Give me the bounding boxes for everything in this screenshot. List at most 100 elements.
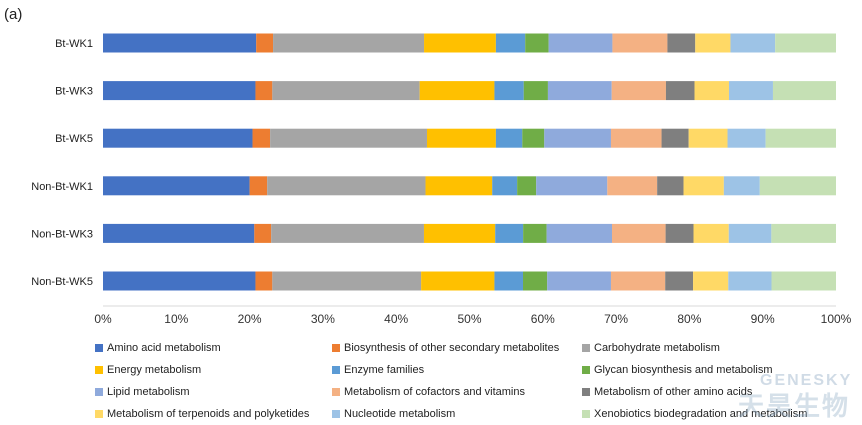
- bar-segment-non-bt-wk5-4: [494, 271, 524, 291]
- legend-item: Energy metabolism: [95, 364, 201, 376]
- y-tick-label: Bt-WK3: [55, 86, 93, 98]
- bar-segment-non-bt-wk5-0: [103, 271, 256, 291]
- bar-segment-bt-wk1-11: [775, 33, 836, 53]
- legend-label: Metabolism of other amino acids: [594, 386, 753, 398]
- y-tick-label: Bt-WK5: [55, 133, 93, 145]
- bar-segment-non-bt-wk1-5: [517, 176, 537, 196]
- bars-layer: [103, 33, 836, 291]
- legend-item: Glycan biosynthesis and metabolism: [582, 364, 773, 376]
- x-tick-label: 20%: [238, 312, 262, 326]
- bar-segment-non-bt-wk5-8: [665, 271, 694, 291]
- y-tick-label: Non-Bt-WK1: [31, 181, 93, 193]
- bar-segment-bt-wk3-10: [728, 81, 773, 101]
- bar-segment-non-bt-wk1-7: [607, 176, 658, 196]
- watermark-brand-cn: 天昊生物: [738, 391, 851, 421]
- bar-segment-non-bt-wk5-9: [693, 271, 729, 291]
- legend-label: Nucleotide metabolism: [344, 408, 456, 420]
- bar-segment-non-bt-wk1-11: [759, 176, 836, 196]
- bar-segment-non-bt-wk5-1: [255, 271, 273, 291]
- y-tick-label: Bt-WK1: [55, 38, 93, 50]
- bar-segment-bt-wk1-2: [273, 33, 425, 53]
- bar-segment-non-bt-wk1-2: [267, 176, 426, 196]
- bar-segment-non-bt-wk5-2: [272, 271, 422, 291]
- legend-swatch: [582, 388, 590, 396]
- legend-item: Xenobiotics biodegradation and metabolis…: [582, 408, 807, 420]
- bar-segment-non-bt-wk3-8: [665, 223, 694, 243]
- legend-item: Biosynthesis of other secondary metaboli…: [332, 342, 559, 354]
- bar-segment-bt-wk3-1: [255, 81, 273, 101]
- legend-label: Biosynthesis of other secondary metaboli…: [344, 342, 560, 354]
- bar-segment-non-bt-wk1-6: [536, 176, 608, 196]
- bar-segment-non-bt-wk5-11: [771, 271, 836, 291]
- legend-swatch: [582, 344, 590, 352]
- y-axis-labels: Bt-WK1 Bt-WK3 Bt-WK5 Non-Bt-WK1 Non-Bt-WK3 No…: [31, 38, 93, 288]
- bar-segment-non-bt-wk3-10: [728, 223, 772, 243]
- x-tick-label: 30%: [311, 312, 335, 326]
- bar-segment-non-bt-wk1-3: [425, 176, 493, 196]
- legend-swatch: [95, 344, 103, 352]
- bar-segment-non-bt-wk3-2: [271, 223, 424, 243]
- x-tick-label: 80%: [677, 312, 701, 326]
- bar-segment-non-bt-wk3-6: [546, 223, 612, 243]
- bar-segment-bt-wk5-6: [544, 128, 611, 148]
- bar-segment-non-bt-wk1-1: [249, 176, 268, 196]
- bar-segment-non-bt-wk3-11: [771, 223, 836, 243]
- bar-segment-non-bt-wk1-9: [683, 176, 724, 196]
- x-tick-label: 70%: [604, 312, 628, 326]
- bar-segment-bt-wk3-11: [772, 81, 836, 101]
- bar-segment-non-bt-wk3-3: [423, 223, 496, 243]
- legend-label: Lipid metabolism: [107, 386, 190, 398]
- bar-segment-bt-wk1-8: [667, 33, 696, 53]
- bar-segment-bt-wk1-5: [525, 33, 549, 53]
- bar-segment-bt-wk1-10: [730, 33, 776, 53]
- panel-label: (a): [4, 6, 23, 23]
- bar-segment-bt-wk1-9: [695, 33, 731, 53]
- bar-segment-non-bt-wk3-4: [495, 223, 524, 243]
- bar-segment-bt-wk5-3: [426, 128, 496, 148]
- x-tick-label: 50%: [457, 312, 481, 326]
- bar-segment-bt-wk3-6: [547, 81, 612, 101]
- legend-item: Metabolism of cofactors and vitamins: [332, 386, 525, 398]
- bar-segment-non-bt-wk3-5: [523, 223, 547, 243]
- x-tick-label: 10%: [164, 312, 188, 326]
- bar-segment-bt-wk5-11: [765, 128, 836, 148]
- legend-item: Lipid metabolism: [95, 386, 190, 398]
- bar-segment-bt-wk3-8: [665, 81, 695, 101]
- bar-segment-bt-wk5-8: [661, 128, 689, 148]
- bar-segment-non-bt-wk1-4: [492, 176, 518, 196]
- bar-segment-bt-wk1-4: [495, 33, 526, 53]
- legend-label: Enzyme families: [344, 364, 425, 376]
- x-tick-label: 0%: [94, 312, 112, 326]
- bar-segment-bt-wk3-9: [694, 81, 729, 101]
- legend-item: Enzyme families: [332, 364, 424, 376]
- legend-swatch: [332, 388, 340, 396]
- bar-segment-non-bt-wk5-3: [421, 271, 495, 291]
- x-tick-label: 40%: [384, 312, 408, 326]
- legend-label: Metabolism of terpenoids and polyketides: [107, 408, 310, 420]
- legend-item: Metabolism of terpenoids and polyketides: [95, 408, 309, 420]
- legend-swatch: [332, 410, 340, 418]
- bar-segment-non-bt-wk5-10: [728, 271, 772, 291]
- legend-item: Metabolism of other amino acids: [582, 386, 752, 398]
- bar-segment-bt-wk5-4: [495, 128, 523, 148]
- bar-segment-bt-wk3-0: [103, 81, 256, 101]
- bar-segment-non-bt-wk5-5: [523, 271, 548, 291]
- bar-segment-non-bt-wk1-0: [103, 176, 250, 196]
- x-tick-label: 100%: [821, 312, 852, 326]
- y-tick-label: Non-Bt-WK5: [31, 276, 93, 288]
- x-axis: 0% 10% 20% 30% 40% 50% 60% 70% 80% 90% 100%: [94, 305, 852, 326]
- bar-segment-bt-wk3-4: [494, 81, 524, 101]
- legend-swatch: [332, 366, 340, 374]
- legend-swatch: [332, 344, 340, 352]
- legend-label: Metabolism of cofactors and vitamins: [344, 386, 525, 398]
- bar-segment-bt-wk5-2: [270, 128, 427, 148]
- bar-segment-bt-wk5-0: [103, 128, 253, 148]
- bar-segment-bt-wk5-9: [688, 128, 728, 148]
- watermark-logo: GENESKY 天昊生物: [738, 372, 852, 423]
- bar-segment-bt-wk1-3: [424, 33, 496, 53]
- legend-swatch: [95, 366, 103, 374]
- bar-segment-non-bt-wk3-1: [254, 223, 272, 243]
- legend-swatch: [95, 388, 103, 396]
- bar-segment-non-bt-wk5-7: [610, 271, 666, 291]
- bar-segment-bt-wk5-5: [522, 128, 545, 148]
